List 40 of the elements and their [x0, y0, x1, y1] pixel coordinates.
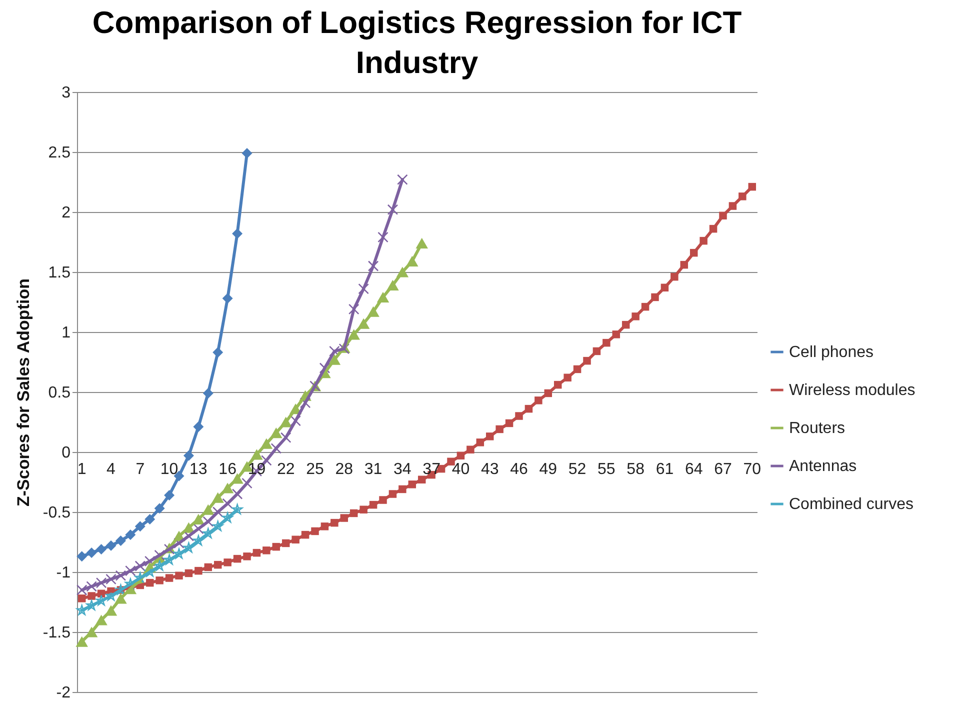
y-axis-title: Z-Scores for Sales Adoption: [14, 278, 33, 506]
x-tick-label: 22: [276, 461, 295, 478]
x-tick-label: 34: [394, 461, 412, 478]
x-tick-label: 40: [452, 461, 470, 478]
x-tick-label: 70: [743, 461, 762, 478]
x-tick-label: 58: [626, 461, 645, 478]
x-tick-label: 52: [568, 461, 586, 478]
x-tick-label: 55: [598, 461, 616, 478]
x-tick-label: 1: [77, 461, 86, 478]
chart-title: Comparison of Logistics Regression for ICT Industry: [92, 5, 742, 80]
y-tick-label: -1: [56, 564, 71, 582]
x-tick-label: 64: [684, 461, 703, 478]
y-tick-label: -2: [56, 684, 71, 702]
x-tick-label: 16: [218, 461, 237, 478]
x-tick-label: 10: [160, 461, 178, 478]
x-tick-label: 31: [364, 461, 382, 478]
y-tick-label: 2.5: [48, 144, 71, 162]
y-tick-label: 0.5: [48, 384, 71, 402]
x-tick-label: 67: [714, 461, 732, 478]
x-tick-label: 49: [539, 461, 558, 478]
legend-label: Antennas: [789, 458, 857, 475]
y-tick-label: -0.5: [42, 504, 71, 522]
x-tick-label: 43: [480, 461, 499, 478]
y-tick-label: 2: [62, 204, 71, 222]
legend-label: Routers: [789, 420, 846, 437]
y-tick-label: 1.5: [48, 264, 71, 282]
x-tick-label: 13: [190, 461, 208, 478]
y-tick-label: -1.5: [42, 624, 71, 642]
legend-label: Cell phones: [789, 344, 874, 361]
x-tick-label: 4: [106, 461, 116, 478]
x-tick-label: 25: [306, 461, 324, 478]
y-tick-label: 3: [62, 84, 71, 102]
x-tick-label: 46: [510, 461, 528, 478]
y-tick-label: 0: [62, 444, 71, 462]
y-tick-label: 1: [62, 324, 71, 342]
x-tick-label: 7: [136, 461, 145, 478]
legend-label: Combined curves: [789, 496, 914, 513]
x-tick-label: 28: [335, 461, 354, 478]
legend-label: Wireless modules: [789, 382, 916, 399]
x-tick-label: 61: [656, 461, 674, 478]
